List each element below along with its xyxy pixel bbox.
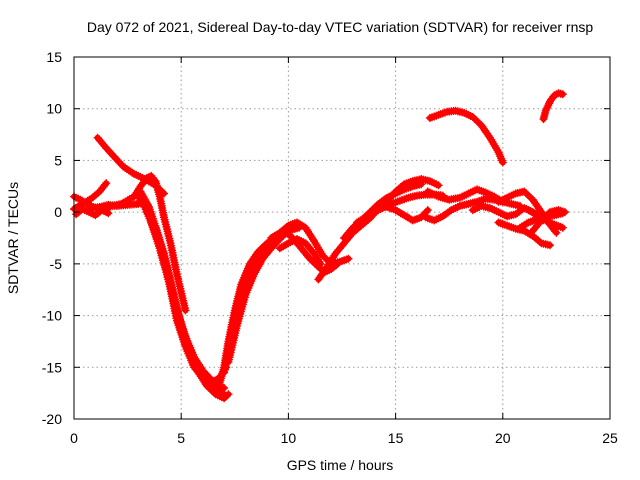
x-tick-label: 20 <box>495 430 511 446</box>
y-tick-label: -10 <box>42 308 62 324</box>
y-tick-labels: -20 -15 -10 -5 0 5 10 15 <box>42 49 62 427</box>
x-tick-label: 25 <box>602 430 618 446</box>
series-markers <box>423 185 507 206</box>
series-arc-6 <box>104 171 190 315</box>
tick-marks <box>73 56 611 420</box>
y-tick-label: 10 <box>46 101 62 117</box>
y-tick-label: 5 <box>54 152 62 168</box>
x-tick-label: 15 <box>388 430 404 446</box>
series-arc-16 <box>275 235 325 268</box>
y-tick-label: -15 <box>42 359 62 375</box>
series-markers <box>104 171 190 315</box>
series-arc-10 <box>147 218 231 387</box>
series-markers <box>224 223 299 367</box>
x-tick-label: 0 <box>70 430 78 446</box>
x-tick-label: 5 <box>177 430 185 446</box>
y-tick-label: -20 <box>42 411 62 427</box>
series-group <box>70 89 569 403</box>
x-axis-label: GPS time / hours <box>287 457 394 473</box>
chart-title: Day 072 of 2021, Sidereal Day-to-day VTE… <box>87 19 593 35</box>
series-markers <box>539 89 567 124</box>
x-tick-labels: 0 5 10 15 20 25 <box>70 430 618 446</box>
series-markers <box>425 106 507 167</box>
series-markers <box>147 218 231 387</box>
series-arc-20 <box>383 203 432 225</box>
series-arc-23 <box>425 106 507 167</box>
series-arc-29 <box>528 206 569 235</box>
series-markers <box>275 235 325 268</box>
y-axis-label: SDTVAR / TECUs <box>5 182 21 294</box>
y-tick-label: 0 <box>54 204 62 220</box>
series-arc-22 <box>423 185 507 206</box>
series-markers <box>528 206 569 235</box>
y-tick-label: -5 <box>50 256 63 272</box>
series-arc-30 <box>539 89 567 124</box>
y-tick-label: 15 <box>46 49 62 65</box>
x-tick-label: 10 <box>281 430 297 446</box>
plot-frame <box>73 56 611 420</box>
series-markers <box>383 203 432 225</box>
